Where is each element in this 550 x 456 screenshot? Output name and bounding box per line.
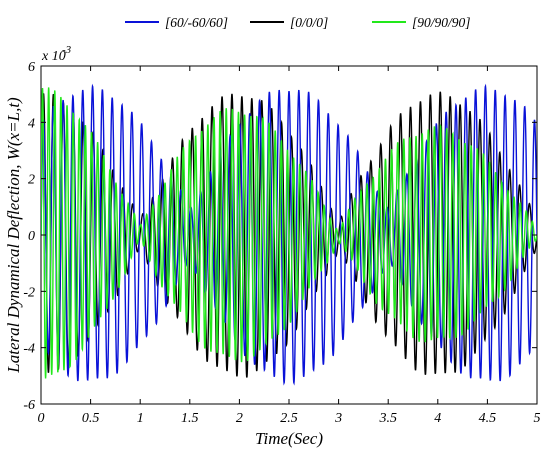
y-tick-label: -6 [23, 398, 35, 413]
x-tick-label: 3.5 [378, 411, 397, 426]
y-tick-label: 6 [28, 60, 35, 75]
y-tick-label: 0 [28, 229, 35, 244]
legend-label: [60/-60/60] [165, 15, 228, 30]
x-tick-label: 1.5 [181, 411, 199, 426]
x-tick-label: 3 [334, 411, 342, 426]
x-tick-label: 2 [236, 411, 243, 426]
legend-label: [0/0/0] [290, 15, 328, 30]
x-tick-label: 0.5 [82, 411, 100, 426]
y-tick-label: 2 [28, 173, 35, 188]
y-scale-exponent: -3 [62, 44, 72, 56]
y-tick-label: 4 [28, 116, 35, 131]
legend-label: [90/90/90] [412, 15, 471, 30]
legend: [60/-60/60] [0/0/0] [90/90/90] [125, 15, 471, 30]
y-tick-label: -4 [23, 342, 35, 357]
x-tick-label: 0 [38, 411, 45, 426]
x-axis-title: Time(Sec) [255, 429, 323, 448]
y-scale-label: x 10 [41, 49, 66, 64]
y-axis-title: Lateral Dynamical Deflection, W(x=L,t) [4, 97, 23, 374]
x-tick-label: 4.5 [479, 411, 497, 426]
x-tick-label: 1 [137, 411, 144, 426]
y-tick-label: -2 [23, 285, 35, 300]
series-line-2 [41, 87, 537, 379]
x-tick-label: 5 [534, 411, 541, 426]
x-tick-label: 4 [434, 411, 441, 426]
x-tick-label: 2.5 [280, 411, 298, 426]
